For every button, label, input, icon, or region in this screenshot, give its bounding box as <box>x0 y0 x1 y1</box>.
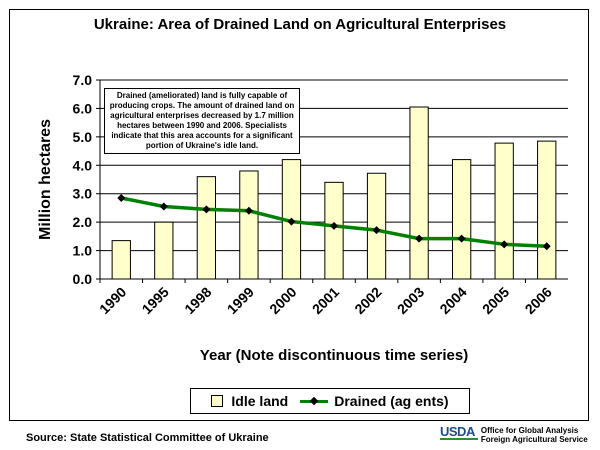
x-tick-label: 2000 <box>266 284 299 317</box>
x-tick-label: 2002 <box>351 284 384 317</box>
x-tick-label: 2001 <box>309 284 342 317</box>
point-drained <box>542 242 551 251</box>
x-tick-label: 2003 <box>394 284 427 317</box>
bar-idle-land <box>494 142 514 280</box>
x-tick-label: 2006 <box>522 284 555 317</box>
agency-credit: USDA Office for Global Analysis Foreign … <box>440 425 588 444</box>
bar-idle-land <box>537 140 557 280</box>
y-tick-label: 1.0 <box>73 243 93 259</box>
legend-label-idle-land: Idle land <box>231 393 289 409</box>
point-drained <box>244 206 253 215</box>
agency-line-1: Office for Global Analysis <box>480 426 579 435</box>
bar-idle-land <box>196 176 217 280</box>
x-tick-label: 1999 <box>224 284 257 317</box>
y-tick-label: 3.0 <box>73 186 93 202</box>
bar-idle-land <box>111 240 131 280</box>
legend-line-swatch <box>300 396 329 406</box>
usda-logo: USDA <box>440 425 478 440</box>
agency-text: Office for Global Analysis Foreign Agric… <box>481 426 588 444</box>
chart-annotation: Drained (ameliorated) land is fully capa… <box>104 88 300 154</box>
bar-idle-land <box>239 170 259 280</box>
legend-item-drained: Drained (ag ents) <box>300 393 449 409</box>
bar-idle-land <box>154 221 174 280</box>
point-drained <box>457 234 466 243</box>
bar-idle-land <box>409 106 429 280</box>
x-tick-label: 1990 <box>96 284 129 317</box>
point-drained <box>117 193 126 202</box>
bar-idle-land <box>324 181 344 280</box>
legend-label-drained: Drained (ag ents) <box>334 393 449 409</box>
y-tick-label: 7.0 <box>73 72 93 88</box>
chart-title: Ukraine: Area of Drained Land on Agricul… <box>93 16 507 33</box>
y-tick-label: 5.0 <box>73 129 93 145</box>
point-drained <box>202 205 211 214</box>
y-tick-label: 4.0 <box>73 157 93 173</box>
bar-idle-land <box>451 159 472 280</box>
point-drained <box>415 234 424 243</box>
y-tick-label: 0.0 <box>73 271 93 287</box>
y-axis-title: Million hectares <box>37 119 54 240</box>
point-drained <box>500 240 509 249</box>
legend-item-idle-land: Idle land <box>211 393 288 409</box>
x-tick-label: 2004 <box>436 284 469 317</box>
x-tick-label: 2005 <box>479 284 512 317</box>
chart-legend: Idle land Drained (ag ents) <box>190 388 470 414</box>
point-drained <box>372 226 381 235</box>
legend-bar-swatch <box>211 395 224 407</box>
x-tick-label: 1995 <box>139 284 172 317</box>
y-tick-label: 6.0 <box>73 100 93 116</box>
source-note: Source: State Statistical Committee of U… <box>26 432 269 444</box>
x-tick-label: 1998 <box>181 284 214 317</box>
agency-line-2: Foreign Agricultural Service <box>480 435 588 444</box>
point-drained <box>159 202 168 211</box>
x-axis-title: Year (Note discontinuous time series) <box>200 347 468 364</box>
point-drained <box>287 217 296 226</box>
y-tick-label: 2.0 <box>73 214 93 230</box>
point-drained <box>330 221 338 230</box>
